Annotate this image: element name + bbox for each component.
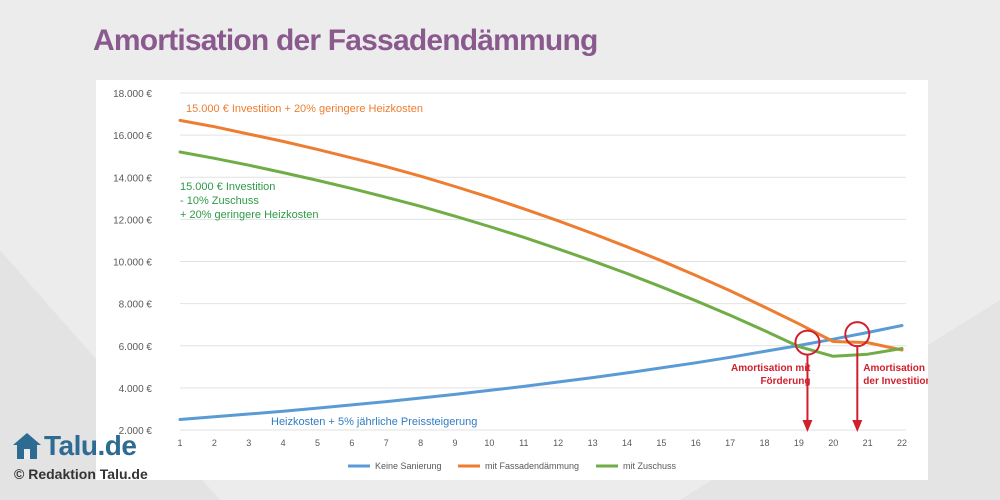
x-tick-label: 14 (622, 438, 632, 448)
amortisation-label: Amortisation (863, 363, 925, 374)
annotation-green: 15.000 € Investition (180, 181, 275, 193)
x-tick-label: 22 (897, 438, 907, 448)
annotation-green: + 20% geringere Heizkosten (180, 209, 319, 221)
legend-label: mit Zuschuss (623, 461, 677, 471)
x-tick-label: 7 (384, 438, 389, 448)
annotation-blue: Heizkosten + 5% jährliche Preissteigerun… (271, 416, 477, 428)
y-tick-label: 12.000 € (113, 215, 152, 226)
arrow-head (852, 420, 863, 432)
series-line (178, 324, 904, 421)
chart-panel: 2.000 € 4.000 € 6.000 € 8.000 € 10.000 € 12.0… (96, 80, 928, 480)
series-line (178, 150, 904, 358)
y-tick-label: 10.000 € (113, 258, 152, 269)
amortisation-label: Förderung (760, 376, 810, 387)
annotation-orange: 15.000 € Investition + 20% geringere Hei… (186, 103, 423, 115)
x-tick-label: 18 (759, 438, 769, 448)
y-tick-label: 16.000 € (113, 131, 152, 142)
x-tick-label: 3 (246, 438, 251, 448)
y-tick-label: 2.000 € (119, 426, 153, 437)
series-line (178, 118, 904, 352)
x-tick-label: 17 (725, 438, 735, 448)
x-tick-label: 20 (828, 438, 838, 448)
arrow-head (802, 420, 813, 432)
x-tick-label: 12 (553, 438, 563, 448)
x-tick-label: 5 (315, 438, 320, 448)
copyright-credit: © Redaktion Talu.de (14, 466, 148, 482)
x-tick-label: 11 (519, 438, 528, 448)
legend-label: Keine Sanierung (375, 461, 442, 471)
line-chart: 2.000 € 4.000 € 6.000 € 8.000 € 10.000 € 12.0… (113, 89, 928, 471)
x-tick-label: 1 (177, 438, 182, 448)
x-tick-label: 15 (656, 438, 666, 448)
amortisation-label: der Investition (863, 376, 928, 387)
x-tick-label: 2 (212, 438, 217, 448)
talu-logo: Talu.de (12, 430, 137, 462)
x-tick-label: 16 (691, 438, 701, 448)
y-tick-label: 4.000 € (119, 384, 153, 395)
x-tick-label: 8 (418, 438, 423, 448)
page-title: Amortisation der Fassadendämmung (93, 24, 598, 57)
x-tick-label: 9 (453, 438, 458, 448)
amortisation-label: Amortisation mit (731, 363, 811, 374)
x-tick-label: 13 (588, 438, 598, 448)
x-tick-label: 6 (349, 438, 354, 448)
legend-label: mit Fassadendämmung (485, 461, 579, 471)
y-tick-label: 18.000 € (113, 89, 152, 100)
x-tick-label: 21 (863, 438, 873, 448)
x-tick-label: 19 (794, 438, 804, 448)
y-tick-label: 6.000 € (119, 342, 153, 353)
annotation-green: - 10% Zuschuss (180, 195, 259, 207)
house-icon (13, 433, 41, 459)
y-tick-label: 8.000 € (119, 300, 153, 311)
x-tick-label: 10 (484, 438, 494, 448)
logo-text: Talu.de (44, 430, 137, 461)
x-tick-label: 4 (281, 438, 286, 448)
y-tick-label: 14.000 € (113, 173, 152, 184)
